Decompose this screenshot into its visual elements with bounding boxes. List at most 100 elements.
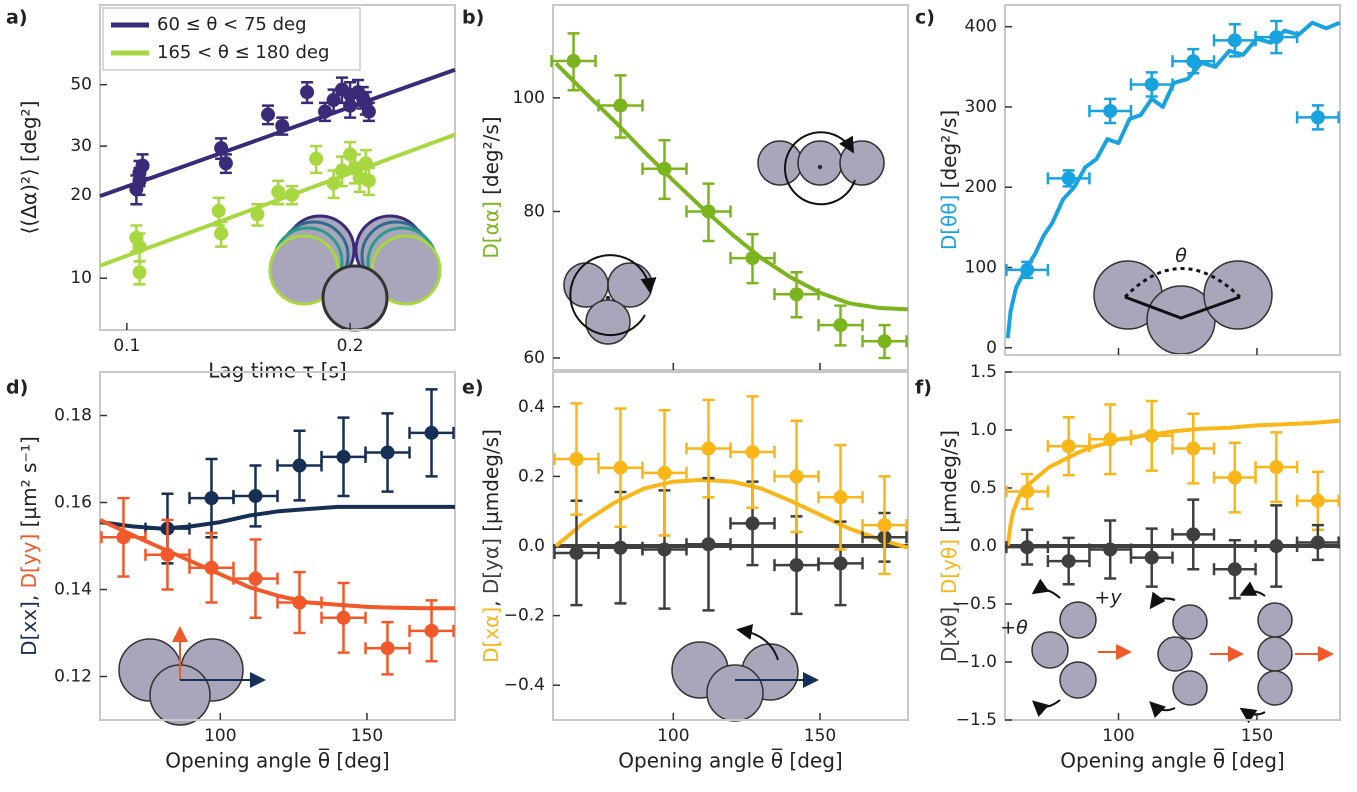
y-tick-label: 200: [965, 177, 997, 197]
y-axis-label: D[xx], D[yy] [µm² s⁻¹]: [17, 436, 41, 656]
fit-line: [554, 477, 909, 550]
annotation: θ: [1175, 245, 1187, 267]
y-axis-label-part: D[xx]: [17, 601, 41, 656]
panel-label: f): [915, 377, 932, 399]
x-tick-label: 0.1: [113, 336, 140, 356]
y-tick-label: −0.2: [504, 606, 545, 626]
data-point: [657, 465, 672, 480]
y-tick-label: −1.5: [956, 710, 997, 730]
data-point: [1269, 30, 1284, 45]
legend-label: 60 ≤ θ < 75 deg: [157, 14, 307, 35]
y-tick-label: 0.4: [518, 397, 545, 417]
annotation: +θ: [1000, 617, 1028, 639]
y-axis-label-part: [µm² s⁻¹]: [17, 436, 41, 534]
inset-e: [671, 624, 819, 722]
y-tick-label: 80: [523, 201, 545, 221]
x-tick-label: 150: [1241, 726, 1273, 746]
panel: a) 10 20 30 50 0.1 0.2 Lag time τ [s] ⟨(Δα)²⟩ [d…: [6, 4, 456, 383]
y-axis-label-part: D[yy]: [17, 534, 41, 589]
data-point: [424, 425, 439, 440]
y-tick-label: 0.14: [54, 580, 92, 600]
x-axis-label: Lag time τ [s]: [208, 359, 346, 383]
panel: f) −1.5 −1.0 −0.5 0.0 0.5 1.0 1.5 100 150Opening …: [915, 362, 1341, 773]
data-point: [1061, 171, 1076, 186]
data-point: [261, 107, 276, 122]
inset-d: [118, 626, 266, 726]
data-point: [218, 156, 233, 171]
data-point: [701, 204, 716, 219]
data-point: [336, 449, 351, 464]
data-point: [1310, 493, 1325, 508]
data-point: [833, 318, 848, 333]
data-point: [569, 452, 584, 466]
inset-a: [268, 214, 442, 332]
data-point: [300, 85, 315, 100]
x-tick-label: 150: [351, 726, 383, 746]
y-axis-label: D[xθ], D[yθ] [µmdeg/s]: [937, 430, 961, 662]
axes-frame: [99, 4, 456, 331]
data-point: [1227, 470, 1242, 485]
axes-frame: [1004, 4, 1341, 356]
y-tick-label: 0.18: [54, 406, 92, 426]
data-point: [1227, 562, 1242, 577]
data-point: [877, 334, 892, 349]
data-point: [701, 537, 716, 552]
fit-line: [99, 518, 455, 611]
x-tick-label: 100: [657, 726, 689, 746]
y-axis-label-part: [µmdeg/s]: [937, 430, 961, 539]
y-tick-label: 30: [70, 136, 92, 156]
data-point: [361, 104, 376, 119]
y-axis-label-part: D[xθ]: [937, 607, 961, 662]
data-point: [292, 458, 307, 473]
x-axis-label: Opening angle θ̅ [deg]: [618, 748, 842, 773]
y-axis-label: D[xα], D[yα] [µmdeg/s]: [479, 429, 503, 663]
y-axis-label-part: [deg²/s]: [937, 110, 961, 195]
data-point: [361, 173, 376, 188]
data-point: [1020, 540, 1035, 555]
fit-line: [99, 504, 455, 531]
data-point: [1020, 484, 1035, 499]
y-axis-label-part: ⟨(Δα)²⟩ [deg²]: [17, 101, 41, 235]
y-tick-label: 60: [523, 348, 545, 368]
data-point: [1186, 441, 1201, 456]
x-axis-label: Opening angle θ̅ [deg]: [165, 748, 389, 773]
data-point: [1103, 542, 1118, 557]
data-point: [613, 98, 628, 113]
data-point: [1227, 33, 1242, 48]
data-point: [1103, 103, 1118, 118]
data-point: [745, 251, 760, 266]
data-point: [1186, 54, 1201, 69]
data-point: [1269, 460, 1284, 475]
data-point: [789, 558, 804, 573]
fit-line: [554, 61, 909, 312]
data-point: [248, 571, 263, 586]
data-point: [116, 530, 131, 545]
y-axis-label-part: D[αα]: [479, 201, 503, 258]
data-point: [424, 623, 439, 638]
y-tick-label: 0.5: [970, 478, 997, 498]
y-axis-label: D[αα] [deg²/s]: [479, 116, 503, 258]
data-point: [1310, 110, 1325, 125]
y-tick-label: 100: [513, 88, 545, 108]
y-axis-label-part: D[θθ]: [937, 195, 961, 250]
y-axis-label: D[θθ] [deg²/s]: [937, 110, 961, 250]
y-axis-label: ⟨(Δα)²⟩ [deg²]: [17, 101, 41, 235]
data-point: [135, 158, 150, 173]
data-point: [789, 469, 804, 484]
x-tick-label: 0.2: [337, 336, 364, 356]
data-point: [789, 287, 804, 302]
data-point: [833, 556, 848, 571]
data-point: [1020, 262, 1035, 277]
data-point: [657, 542, 672, 557]
y-tick-label: 0.2: [518, 466, 545, 486]
data-point: [214, 226, 229, 241]
y-tick-label: −1.0: [956, 652, 997, 672]
y-tick-label: 0.0: [518, 536, 545, 556]
y-tick-label: 0: [986, 338, 997, 358]
data-point: [745, 445, 760, 460]
y-axis-label-part: D[yα]: [479, 538, 503, 594]
panel-label: c): [915, 7, 935, 29]
panel: c) 0 100 200 300 400 D[θθ] [deg²/s] θ: [915, 4, 1341, 358]
